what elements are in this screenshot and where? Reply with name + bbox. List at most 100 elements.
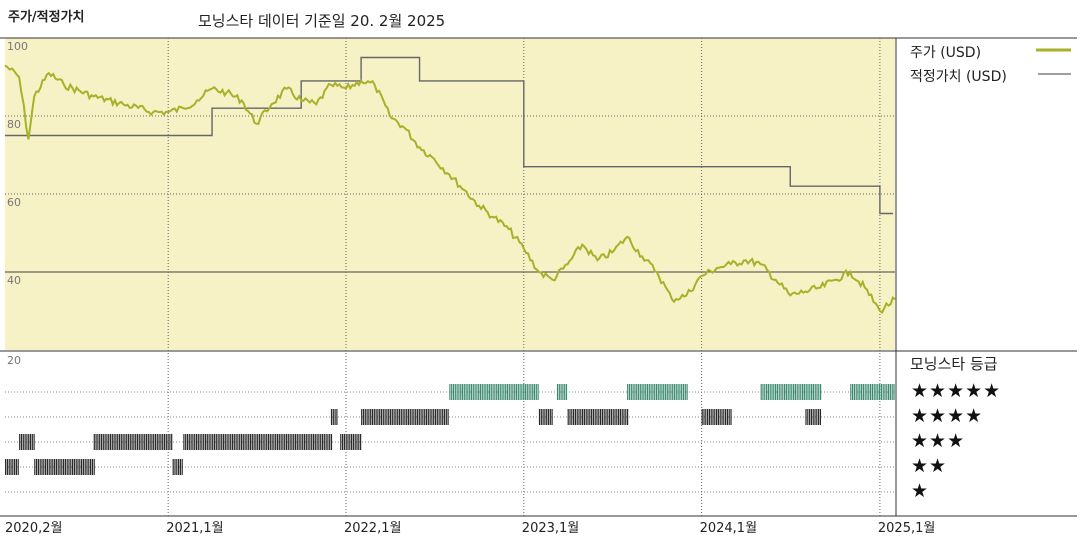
rating-5-bar xyxy=(782,384,784,400)
rating-4-bar xyxy=(366,409,368,425)
rating-5-bar xyxy=(501,384,503,400)
rating-4-bar xyxy=(361,409,363,425)
rating-4-bar xyxy=(714,409,716,425)
chart-title: 주가/적정가치 xyxy=(8,10,85,25)
rating-4-bar xyxy=(389,409,392,425)
rating-5-bar xyxy=(771,384,773,400)
rating-3-bar xyxy=(22,434,24,450)
rating-4-bar xyxy=(418,409,420,425)
rating-4-bar xyxy=(610,409,612,425)
rating-3-bar xyxy=(122,434,124,450)
rating-5-bar xyxy=(652,384,654,400)
rating-2-bar xyxy=(73,459,75,475)
rating-4-bar xyxy=(415,409,417,425)
rating-3-bar xyxy=(111,434,113,450)
rating-4-bar xyxy=(716,409,718,425)
rating-5-bar xyxy=(809,384,811,400)
rating-5-bar xyxy=(508,384,510,400)
rating-4-bar xyxy=(330,409,333,425)
rating-3-bar xyxy=(273,434,275,450)
rating-4-bar xyxy=(420,409,422,425)
rating-4-bar xyxy=(596,409,598,425)
rating-3-bar xyxy=(275,434,277,450)
rating-4-bar xyxy=(705,409,707,425)
rating-4-bar xyxy=(431,409,433,425)
rating-3-bar xyxy=(102,434,104,450)
rating-5-bar xyxy=(524,384,527,400)
rating-5-bar xyxy=(643,384,645,400)
rating-3-bar xyxy=(133,434,135,450)
rating-2-bar xyxy=(91,459,93,475)
rating-5-bar xyxy=(628,384,631,400)
legend-price-label: 주가 (USD) xyxy=(910,45,982,61)
rating-4-bar xyxy=(425,409,428,425)
rating-3-bar xyxy=(349,434,351,450)
rating-3-bar xyxy=(120,434,122,450)
rating-5-bar xyxy=(630,384,632,400)
rating-5-bar xyxy=(514,384,516,400)
rating-3-bar xyxy=(104,434,106,450)
rating-5-bar xyxy=(472,384,474,400)
rating-4-bar xyxy=(603,409,605,425)
rating-3-bar xyxy=(203,434,205,450)
rating-3-bar xyxy=(307,434,309,450)
rating-3-bar xyxy=(321,434,324,450)
rating-3-bar xyxy=(329,434,331,450)
rating-5-bar xyxy=(636,384,638,400)
rating-2-bar xyxy=(82,459,84,475)
rating-5-bar xyxy=(645,384,647,400)
x-tick-label: 2020,2월 xyxy=(5,521,62,536)
rating-4-bar xyxy=(380,409,383,425)
rating-3-bar xyxy=(151,434,153,450)
rating-2-bar xyxy=(68,459,70,475)
rating-5-bar xyxy=(474,384,476,400)
rating-5-bar xyxy=(532,384,534,400)
rating-5-bar xyxy=(893,384,895,400)
rating-4-bar xyxy=(583,409,585,425)
rating-3-bar xyxy=(213,434,216,450)
rating-5-bar xyxy=(686,384,688,400)
rating-3-bar xyxy=(352,434,354,450)
rating-4-bar xyxy=(592,409,594,425)
rating-2-bar xyxy=(86,459,88,475)
legend-price: 주가 (USD) xyxy=(910,42,981,62)
rating-5-bar xyxy=(512,384,514,400)
rating-2-bar xyxy=(15,459,17,475)
rating-4-bar xyxy=(589,409,591,425)
rating-3-bar xyxy=(358,434,360,450)
rating-4-bar xyxy=(397,409,399,425)
rating-4-bar xyxy=(429,409,431,425)
rating-4-bar xyxy=(368,409,370,425)
rating-5-bar xyxy=(666,384,668,400)
rating-3-bar xyxy=(240,434,243,450)
rating-3-bar xyxy=(237,434,239,450)
rating-3-bar xyxy=(124,434,126,450)
rating-5-bar xyxy=(528,384,530,400)
rating-3-bar xyxy=(318,434,320,450)
rating-4-bar xyxy=(373,409,375,425)
rating-5-bar xyxy=(634,384,636,400)
rating-5-bar xyxy=(670,384,672,400)
rating-5-bar xyxy=(802,384,804,400)
rating-4-bar xyxy=(723,409,725,425)
rating-4-bar xyxy=(707,409,709,425)
rating-4-bar xyxy=(616,409,618,425)
rating-3-bar xyxy=(26,434,28,450)
rating-4-bar xyxy=(573,409,575,425)
rating-3-bar xyxy=(154,434,157,450)
rating-3-bar xyxy=(113,434,115,450)
rating-5-bar xyxy=(682,384,685,400)
rating-3-bar xyxy=(239,434,241,450)
rating-3-bar xyxy=(199,434,201,450)
rating-3-bar xyxy=(258,434,261,450)
rating-4-bar xyxy=(411,409,413,425)
rating-4-bar xyxy=(384,409,386,425)
rating-5-bar xyxy=(637,384,640,400)
rating-3-bar xyxy=(144,434,146,450)
rating-4-bar xyxy=(701,409,703,425)
rating-5-bar xyxy=(490,384,492,400)
rating-2-bar xyxy=(8,459,10,475)
rating-3-bar xyxy=(24,434,26,450)
rating-5-bar xyxy=(452,384,455,400)
rating-3-bar xyxy=(305,434,307,450)
